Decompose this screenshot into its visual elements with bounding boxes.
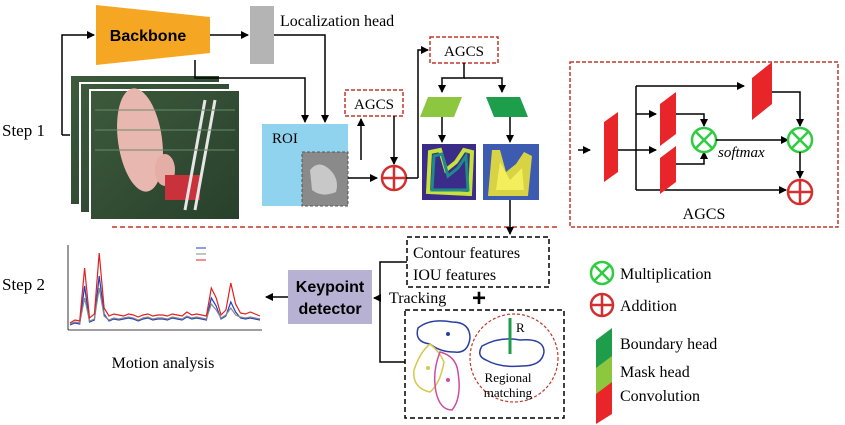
conv-shape-3 xyxy=(752,62,772,120)
agcs-top-label: AGCS xyxy=(444,44,484,60)
addition-node xyxy=(380,164,408,192)
legend-multiplication-icon xyxy=(589,260,615,286)
legend-mask-head-label: Mask head xyxy=(620,364,690,381)
motion-series-line-blue xyxy=(69,275,261,326)
regional-matching-line2: matching xyxy=(484,385,533,400)
addition-node-agcs xyxy=(786,178,814,206)
backbone-label: Backbone xyxy=(110,28,187,45)
heatmap-mask xyxy=(422,144,476,200)
multiplication-node-2 xyxy=(786,126,814,154)
radius-label: R xyxy=(516,320,525,335)
roi-label: ROI xyxy=(272,131,298,147)
step2-label: Step 2 xyxy=(2,275,45,294)
iou-features-label: IOU features xyxy=(413,267,496,284)
legend-convolution-label: Convolution xyxy=(620,388,700,405)
tracking-illustration: R Regional matching xyxy=(404,309,565,419)
contour-features-label: Contour features xyxy=(413,245,520,262)
agcs-left-box: AGCS xyxy=(344,89,404,117)
conv-shape-1 xyxy=(660,92,676,146)
motion-series-line-red xyxy=(69,252,261,324)
motion-chart xyxy=(67,245,262,331)
plus-symbol: + xyxy=(472,285,486,312)
roi-block: ROI xyxy=(262,124,349,207)
agcs-left-label: AGCS xyxy=(354,97,394,113)
pig-image xyxy=(95,88,235,211)
keypoint-detector-line1: Keypoint xyxy=(296,279,365,296)
legend-addition-icon xyxy=(589,292,615,318)
step1-label: Step 1 xyxy=(2,121,45,140)
mask-head-shape xyxy=(420,97,462,117)
agcs-module-label: AGCS xyxy=(683,206,726,223)
localization-head-label: Localization head xyxy=(280,13,394,30)
keypoint-detector-line2: detector xyxy=(298,301,361,318)
heatmap-boundary xyxy=(483,144,539,200)
features-box: Contour features IOU features xyxy=(406,236,550,288)
conv-shape-2 xyxy=(660,146,676,194)
conv-shape-input xyxy=(604,112,618,182)
input-frames xyxy=(69,74,241,221)
tracking-label: Tracking xyxy=(389,290,446,307)
keypoint-detector-block: Keypoint detector xyxy=(288,270,372,324)
legend-multiplication-label: Multiplication xyxy=(620,266,712,283)
motion-legend xyxy=(196,247,206,261)
backbone-block: Backbone xyxy=(96,5,210,65)
motion-analysis-label: Motion analysis xyxy=(112,355,215,372)
motion-series-line-gray xyxy=(69,287,261,325)
localization-head-block xyxy=(250,6,274,64)
legend-convolution-icon xyxy=(596,382,612,424)
regional-matching-line1: Regional xyxy=(485,370,532,385)
agcs-top-box: AGCS xyxy=(429,36,499,64)
agcs-module: softmax AGCS xyxy=(569,61,839,228)
boundary-head-shape xyxy=(486,97,528,117)
legend-addition-label: Addition xyxy=(620,298,677,315)
softmax-label: softmax xyxy=(718,145,765,161)
legend-boundary-head-label: Boundary head xyxy=(620,336,717,353)
multiplication-node-1 xyxy=(690,126,718,154)
regional-matching-circle xyxy=(469,313,559,403)
legend: Multiplication Addition Boundary head Ma… xyxy=(589,260,717,424)
